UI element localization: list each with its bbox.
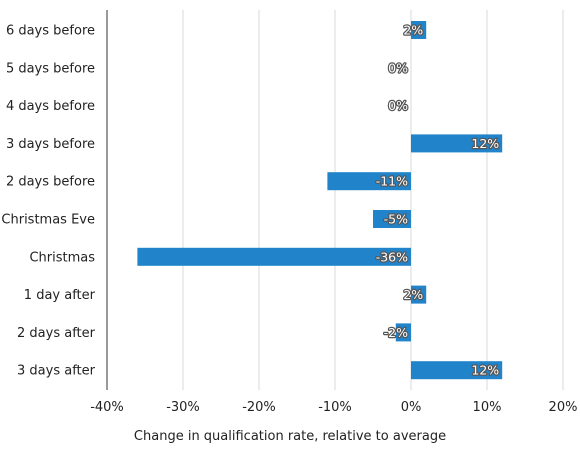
bar	[411, 134, 503, 153]
bar	[395, 323, 411, 342]
x-tick-label: -40%	[90, 400, 124, 415]
x-tick-label: 20%	[549, 400, 578, 415]
data-labels: 2% 0% 0% 12% -11% -5% -36% 2% -2% 12%	[375, 21, 501, 379]
x-tick-label: 0%	[401, 400, 422, 415]
category-label: 1 day after	[24, 288, 96, 303]
x-tick-labels: -40% -30% -20% -10% 0% 10% 20%	[90, 400, 577, 415]
bar	[373, 210, 411, 228]
data-label: -11%	[376, 174, 408, 189]
category-labels: 6 days before 5 days before 4 days before 3…	[1, 24, 95, 379]
category-label: 5 days before	[6, 61, 95, 76]
data-label: 0%	[388, 98, 408, 113]
category-label: 2 days after	[17, 326, 96, 341]
category-label: 3 days after	[17, 364, 96, 379]
x-tick-label: -10%	[318, 400, 352, 415]
data-label: -5%	[384, 212, 408, 227]
bar	[327, 172, 411, 191]
x-tick-label: 10%	[473, 400, 502, 415]
category-label: Christmas Eve	[1, 213, 95, 228]
data-label: -2%	[384, 325, 408, 340]
x-tick-label: -30%	[166, 400, 200, 415]
x-tick-label: -20%	[242, 400, 276, 415]
data-label: 0%	[388, 60, 408, 75]
category-label: 2 days before	[6, 175, 95, 190]
gridlines	[182, 10, 564, 390]
data-label: -36%	[376, 249, 408, 264]
data-label: 2%	[403, 287, 423, 302]
bar	[411, 285, 427, 304]
data-label: 12%	[471, 136, 499, 151]
data-label: 2%	[403, 23, 423, 38]
category-label: 4 days before	[6, 99, 95, 114]
bar	[411, 361, 503, 380]
bar	[411, 21, 427, 39]
data-label: 12%	[471, 363, 499, 378]
category-label: 6 days before	[6, 24, 95, 39]
category-label: Christmas	[29, 250, 95, 265]
bar	[137, 247, 411, 266]
bars	[137, 21, 503, 380]
x-axis-title: Change in qualification rate, relative t…	[134, 429, 446, 444]
category-label: 3 days before	[6, 137, 95, 152]
